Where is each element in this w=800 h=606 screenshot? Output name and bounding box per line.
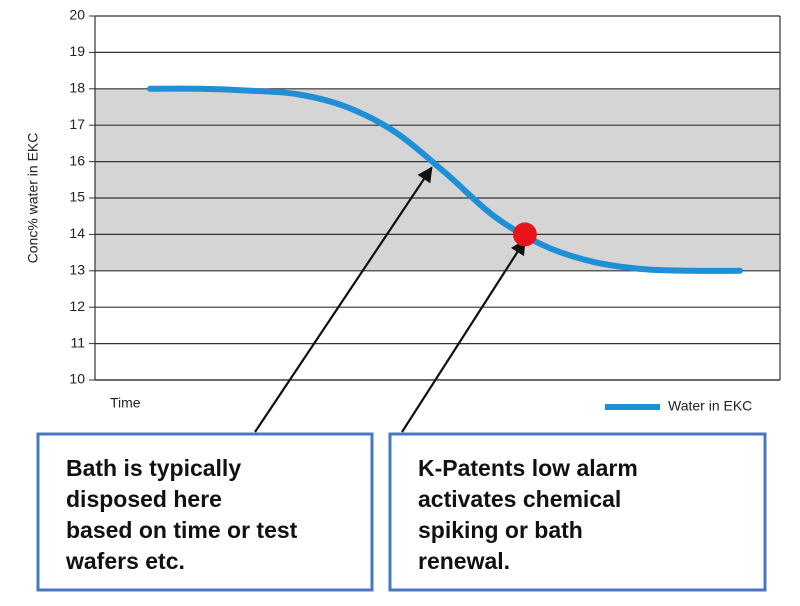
- y-axis-label: Conc% water in EKC: [25, 133, 41, 264]
- annotation-text: based on time or test: [66, 517, 298, 543]
- y-tick-label: 20: [69, 7, 85, 23]
- y-tick-label: 14: [69, 225, 85, 241]
- alarm-point: [512, 222, 537, 247]
- y-tick-label: 12: [69, 298, 85, 314]
- y-tick-label: 15: [69, 189, 85, 205]
- legend-label: Water in EKC: [668, 398, 752, 414]
- annotation-text: Bath is typically: [66, 455, 241, 481]
- annotation-box: [388, 432, 767, 592]
- annotation-text: spiking or bath: [418, 517, 583, 543]
- annotation-text: K-Patents low alarm: [418, 455, 638, 481]
- y-tick-label: 17: [69, 116, 85, 132]
- annotation-text: activates chemical: [418, 486, 621, 512]
- shaded-band: [95, 88, 780, 271]
- annotation-arrow: [401, 239, 526, 433]
- annotation-box: [36, 432, 374, 592]
- y-tick-label: 18: [69, 80, 85, 96]
- annotation-text: renewal.: [418, 548, 510, 574]
- annotation-arrow: [254, 166, 433, 433]
- data-line: [147, 85, 743, 274]
- y-tick-label: 11: [70, 334, 85, 350]
- y-tick-label: 10: [69, 371, 85, 387]
- x-axis-label: Time: [110, 395, 141, 411]
- y-tick-label: 13: [69, 262, 85, 278]
- annotation-text: disposed here: [66, 486, 222, 512]
- annotation-text: wafers etc.: [65, 548, 185, 574]
- y-tick-label: 19: [69, 43, 85, 59]
- y-tick-label: 16: [69, 152, 85, 168]
